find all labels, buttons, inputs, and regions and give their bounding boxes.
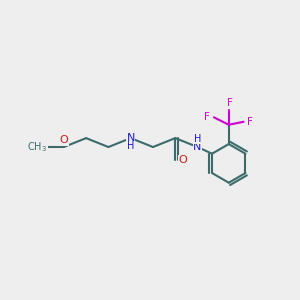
Text: H: H [194, 134, 201, 144]
Text: F: F [227, 98, 233, 108]
Text: N: N [127, 133, 135, 143]
Text: F: F [204, 112, 210, 122]
Text: O: O [178, 155, 187, 165]
Text: H: H [127, 141, 134, 152]
Text: F: F [247, 117, 253, 127]
Text: N: N [194, 142, 202, 152]
Text: O: O [59, 136, 68, 146]
Text: CH$_3$: CH$_3$ [27, 140, 47, 154]
